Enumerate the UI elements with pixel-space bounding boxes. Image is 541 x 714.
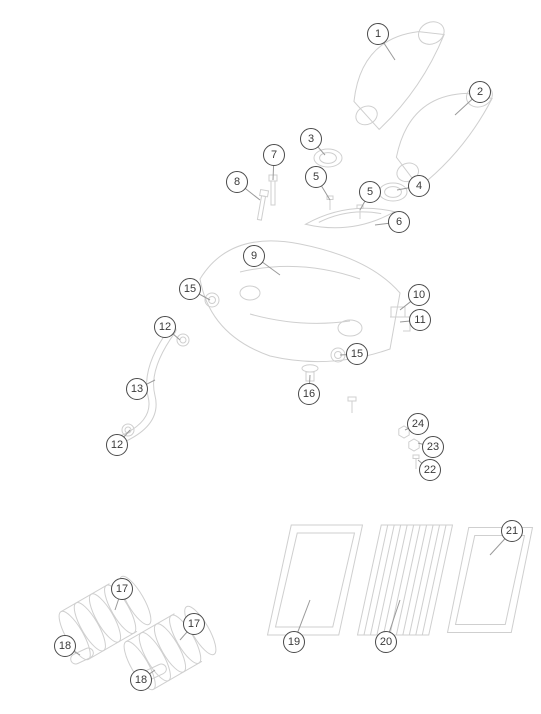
callout-23: 23 (422, 436, 444, 458)
parts-diagram-canvas (0, 0, 541, 714)
part-clip-10 (391, 307, 405, 317)
callout-18: 18 (130, 669, 152, 691)
leader-7 (273, 165, 274, 180)
callout-12: 12 (154, 316, 176, 338)
callout-22: 22 (419, 459, 441, 481)
callout-11: 11 (409, 309, 431, 331)
part-filter-20 (358, 525, 453, 635)
leader-5 (321, 186, 330, 200)
part-lid-6 (304, 203, 396, 233)
part-bolt-22 (413, 455, 419, 469)
callout-6: 6 (388, 211, 410, 233)
callout-20: 20 (375, 631, 397, 653)
part-clamp-4 (379, 183, 407, 201)
callout-21: 21 (501, 520, 523, 542)
callout-15: 15 (346, 343, 368, 365)
part-intake-tube-right (377, 81, 514, 193)
leader-6 (375, 223, 389, 225)
callout-17: 17 (183, 613, 205, 635)
callout-10: 10 (408, 284, 430, 306)
part-frame-19 (268, 525, 363, 635)
callout-17: 17 (111, 578, 133, 600)
callout-18: 18 (54, 635, 76, 657)
callout-12: 12 (106, 434, 128, 456)
callout-5: 5 (359, 181, 381, 203)
part-ring-12a (177, 334, 189, 346)
callout-2: 2 (469, 81, 491, 103)
part-intake-tube-left (332, 17, 471, 136)
part-bolt-8 (255, 190, 268, 221)
callout-19: 19 (283, 631, 305, 653)
leader-19 (298, 600, 310, 633)
callout-7: 7 (263, 144, 285, 166)
part-screw-5a (327, 196, 333, 210)
leader-8 (245, 188, 260, 200)
part-bracket-11 (390, 317, 410, 331)
leader-1 (383, 42, 395, 60)
part-grommet-15a (205, 293, 219, 307)
leader-2 (455, 99, 473, 115)
callout-24: 24 (407, 413, 429, 435)
callout-4: 4 (408, 175, 430, 197)
part-small-bolt-a (348, 397, 356, 413)
callout-5: 5 (305, 166, 327, 188)
part-cover-21 (448, 528, 533, 633)
callout-1: 1 (367, 23, 389, 45)
callout-15: 15 (179, 278, 201, 300)
callout-13: 13 (126, 378, 148, 400)
part-nut-23 (409, 439, 419, 451)
leader-12 (173, 334, 180, 340)
leader-9 (262, 262, 280, 275)
leader-10 (400, 301, 411, 310)
part-airbox-9 (200, 241, 400, 362)
callout-8: 8 (226, 171, 248, 193)
leader-17 (180, 632, 187, 640)
leader-21 (490, 538, 505, 555)
callout-3: 3 (300, 128, 322, 150)
callout-16: 16 (298, 383, 320, 405)
part-clamp-3 (314, 149, 342, 167)
leader-17 (115, 598, 119, 610)
callout-9: 9 (243, 245, 265, 267)
